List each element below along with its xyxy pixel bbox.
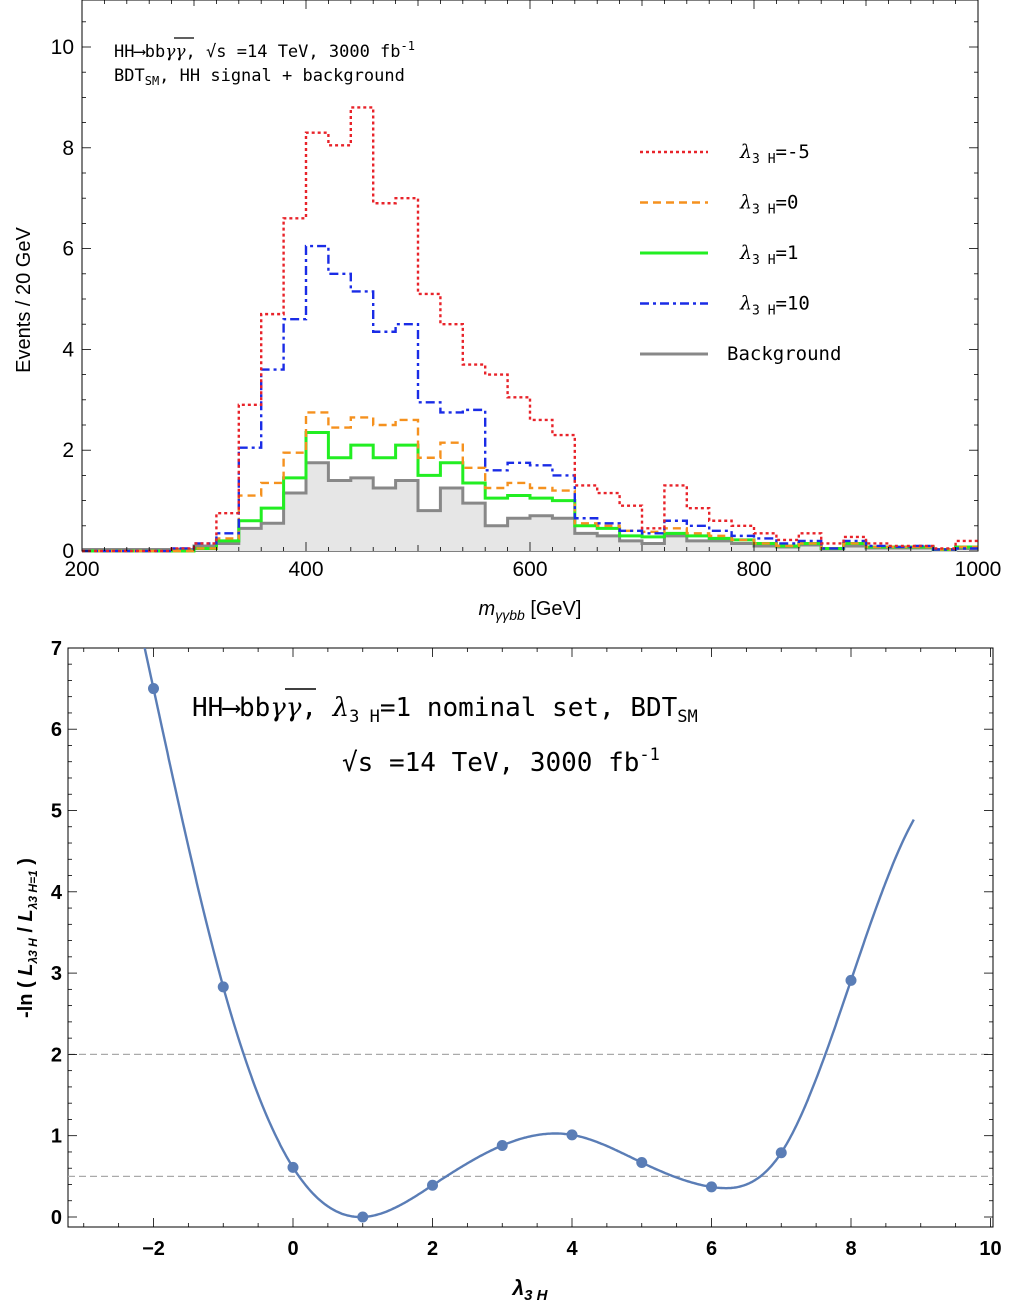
x-tick-label: 10 bbox=[979, 1238, 1001, 1260]
histogram-y-label: Events / 20 GeV bbox=[13, 227, 35, 373]
x-tick-label: 1000 bbox=[955, 558, 1002, 581]
data-point bbox=[217, 981, 229, 993]
legend-label-0: λ3 H=-5 bbox=[739, 141, 810, 167]
series-line-2 bbox=[82, 431, 978, 553]
y-tick-label: 1 bbox=[51, 1126, 62, 1148]
likelihood-x-label: λ3 H bbox=[511, 1277, 548, 1304]
x-tick-label: 200 bbox=[64, 558, 99, 581]
y-tick-label: 4 bbox=[51, 882, 63, 904]
histogram-annotation-line2: BDTSM, HH signal + background bbox=[114, 66, 405, 88]
x-tick-label: 2 bbox=[427, 1238, 438, 1260]
data-point bbox=[706, 1181, 717, 1193]
y-tick-label: 2 bbox=[51, 1044, 62, 1066]
data-point bbox=[566, 1129, 578, 1141]
legend-label-1: λ3 H=0 bbox=[739, 192, 798, 218]
y-tick-label: 5 bbox=[51, 801, 62, 823]
likelihood-points bbox=[148, 683, 857, 1223]
legend-label-4: Background bbox=[727, 343, 841, 365]
x-tick-label: 4 bbox=[566, 1238, 578, 1260]
x-tick-label: 600 bbox=[512, 558, 547, 581]
x-tick-label: 400 bbox=[288, 558, 323, 581]
y-tick-label: 0 bbox=[51, 1207, 62, 1229]
histogram-legend: λ3 H=-5 λ3 H=0 λ3 H=1 λ3 H=10 Background bbox=[640, 141, 841, 365]
y-tick-label: 10 bbox=[51, 36, 74, 59]
likelihood-axes bbox=[67, 647, 994, 1228]
data-point bbox=[287, 1161, 299, 1173]
x-tick-label: −2 bbox=[142, 1238, 165, 1260]
histogram-ticks: 200 400 600 800 1000 0 2 4 6 8 10 bbox=[51, 0, 1002, 581]
data-point bbox=[496, 1139, 508, 1151]
likelihood-annotation-line1: HH⟶bbγγ, λ3 H=1 nominal set, BDTSM bbox=[192, 693, 698, 727]
likelihood-y-label: -ln ( Lλ3 H / Lλ3 H=1 ) bbox=[15, 858, 40, 1018]
x-tick-label: 800 bbox=[736, 558, 771, 581]
series-line-1 bbox=[82, 411, 978, 553]
x-tick-label: 0 bbox=[287, 1238, 298, 1260]
histogram-annotation-line1: HH⟶bbγγ, √s =14 TeV, 3000 fb-1 bbox=[114, 39, 415, 62]
likelihood-frame bbox=[67, 647, 994, 1228]
y-tick-label: 2 bbox=[62, 439, 74, 462]
data-point bbox=[427, 1179, 438, 1191]
legend-label-2: λ3 H=1 bbox=[739, 242, 798, 268]
y-tick-label: 3 bbox=[51, 963, 62, 985]
x-tick-label: 8 bbox=[845, 1238, 856, 1260]
legend-label-3: λ3 H=10 bbox=[739, 293, 810, 319]
y-tick-label: 7 bbox=[51, 638, 62, 660]
series-line-3 bbox=[82, 244, 978, 553]
y-tick-label: 4 bbox=[62, 338, 74, 361]
y-tick-label: 8 bbox=[62, 137, 74, 160]
bb-overlined: bb bbox=[145, 42, 165, 62]
likelihood-annotation-line2: √s =14 TeV, 3000 fb-1 bbox=[342, 745, 660, 778]
histogram-series bbox=[82, 106, 978, 553]
likelihood-chart: −2 0 2 4 6 8 10 0 1 2 3 4 5 6 7 HH⟶bbγγ, λ3 H=1 nomina… bbox=[15, 638, 1002, 1304]
data-point bbox=[636, 1157, 648, 1169]
y-tick-label: 6 bbox=[62, 238, 74, 261]
data-point bbox=[148, 683, 159, 695]
y-tick-label: 0 bbox=[62, 540, 74, 563]
data-point bbox=[357, 1211, 369, 1223]
data-point bbox=[775, 1147, 787, 1159]
x-tick-label: 6 bbox=[706, 1238, 717, 1260]
likelihood-ticks: −2 0 2 4 6 8 10 0 1 2 3 4 5 6 7 bbox=[51, 638, 1002, 1260]
histogram-x-label: mγγbb [GeV] bbox=[479, 598, 582, 623]
data-point bbox=[845, 974, 857, 986]
series-line-0 bbox=[82, 106, 978, 553]
y-tick-label: 6 bbox=[51, 719, 62, 741]
histogram-chart: 200 400 600 800 1000 0 2 4 6 8 10 HH⟶bbγγ, √s =14 … bbox=[13, 0, 1002, 623]
